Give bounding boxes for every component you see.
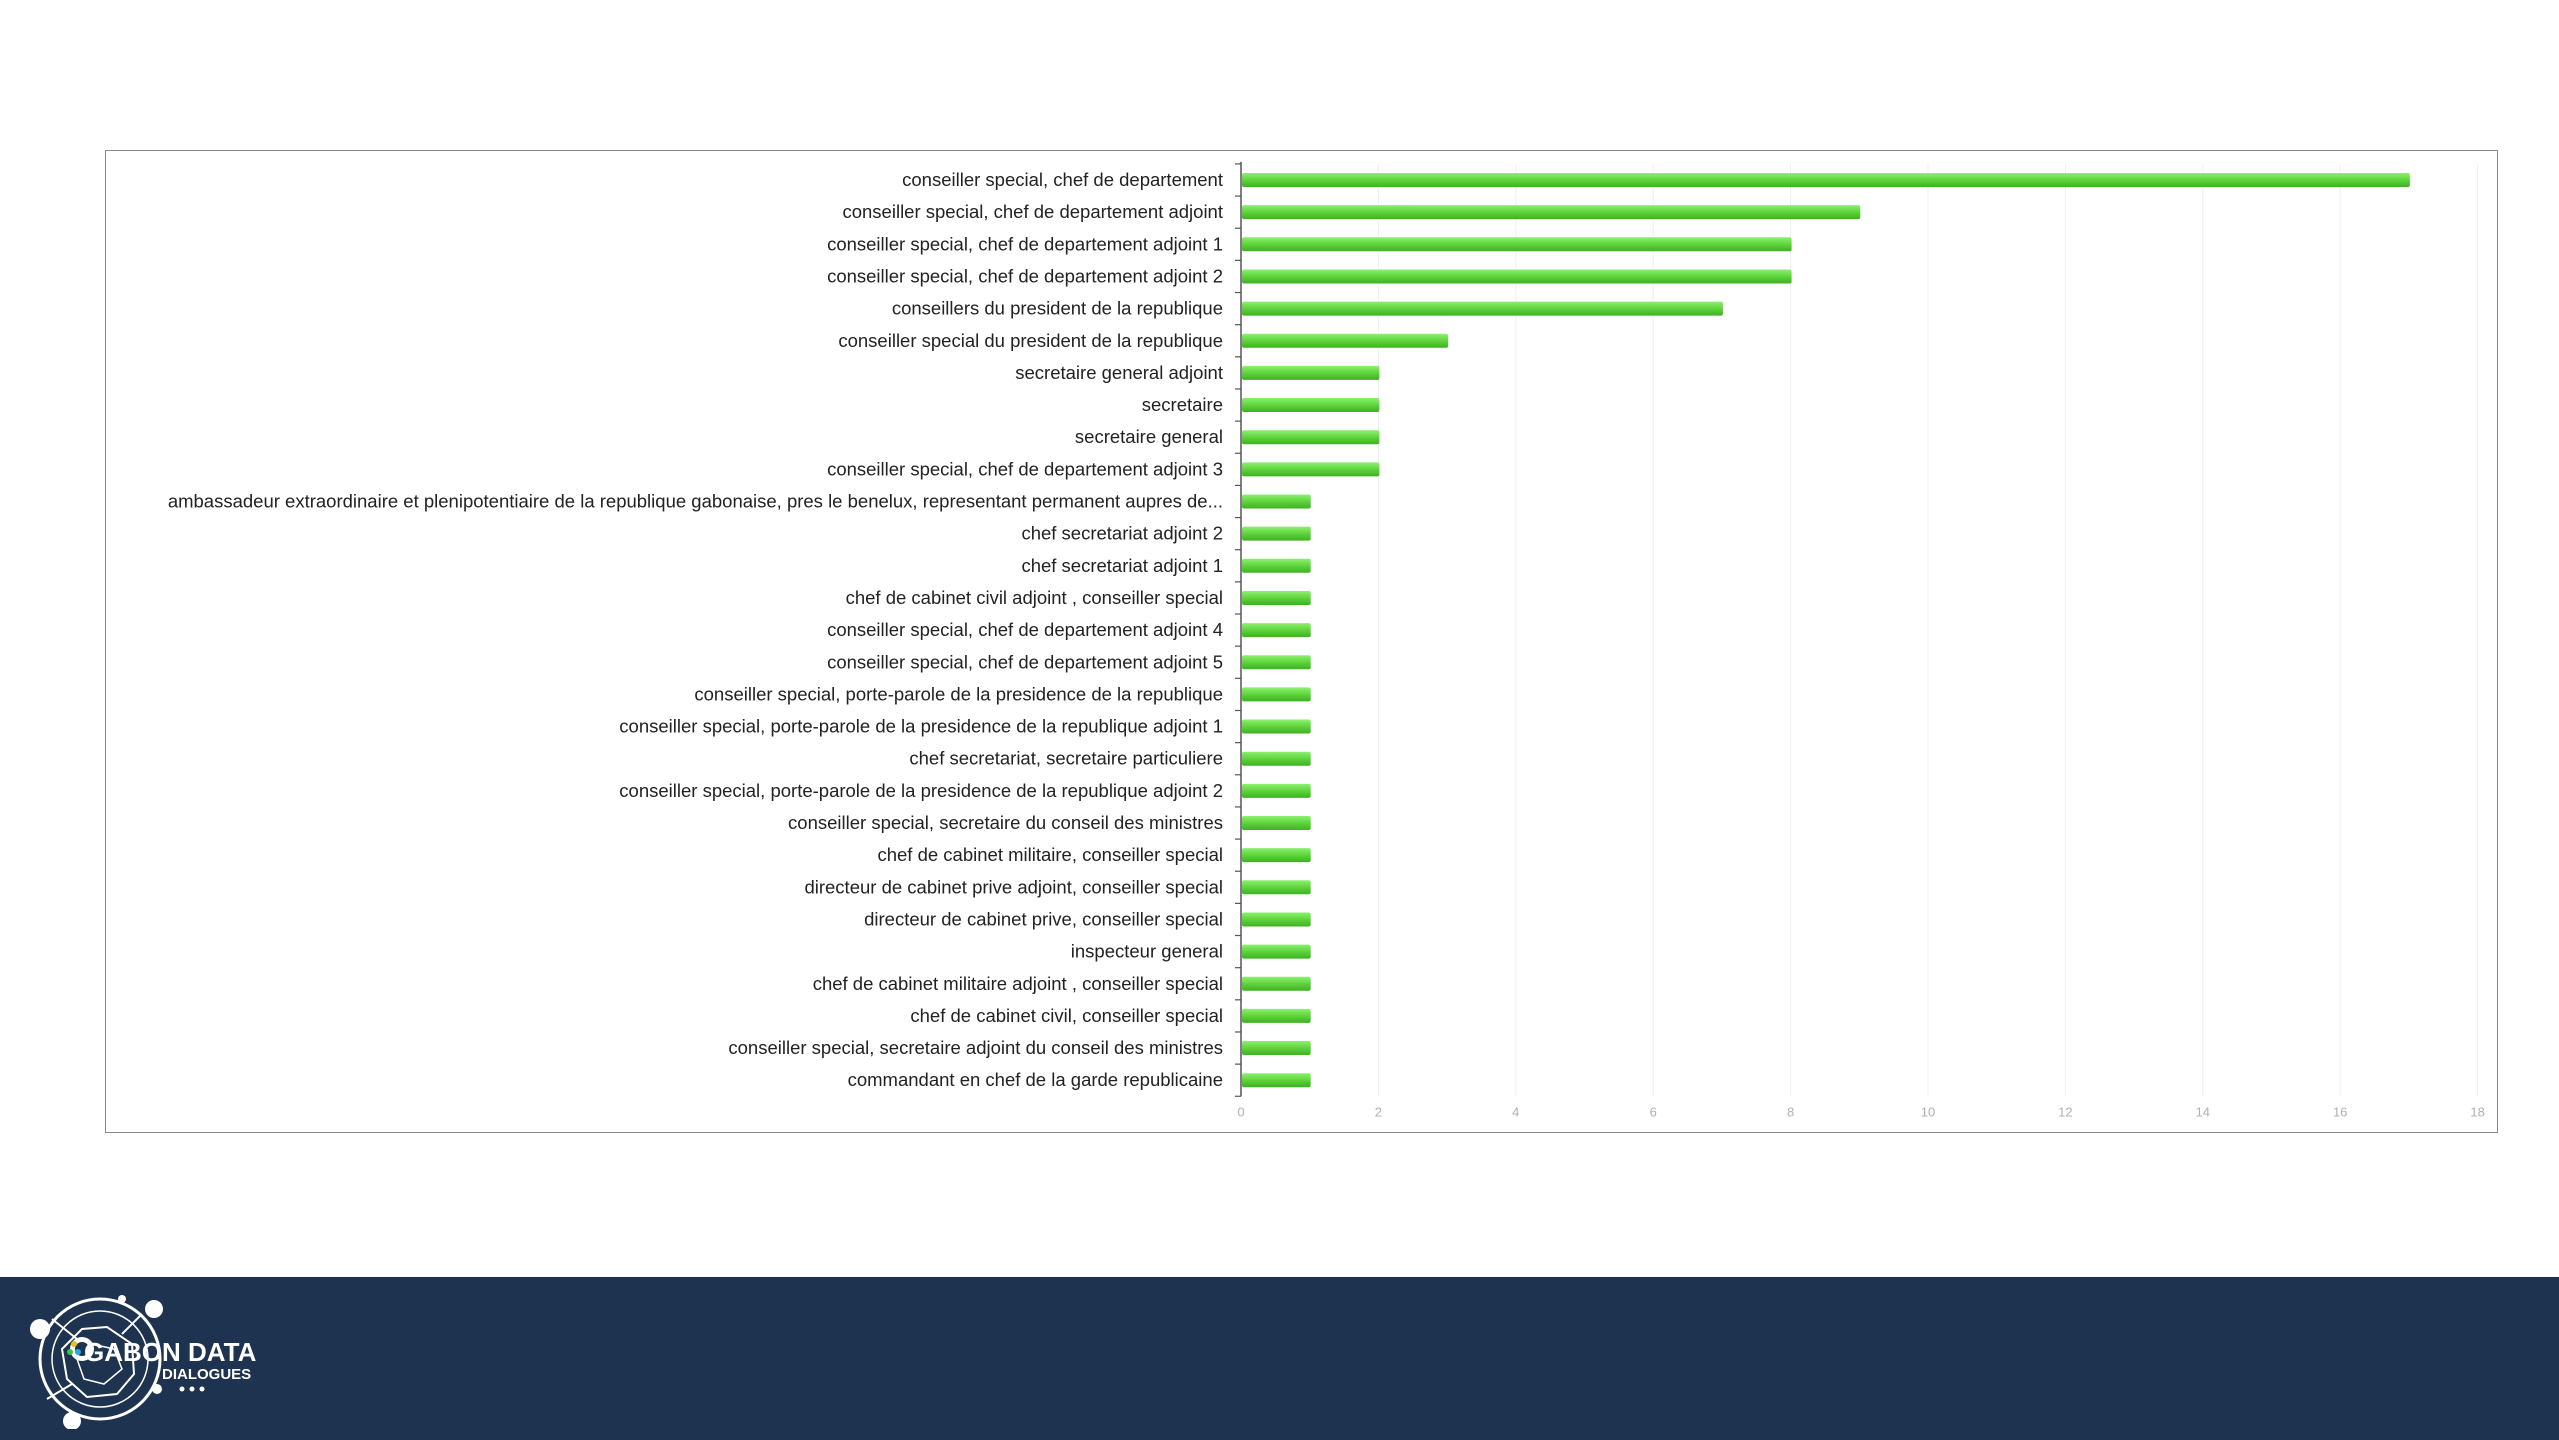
- category-label-11: chef secretariat adjoint 2: [1021, 523, 1223, 544]
- bar-14: [1242, 623, 1311, 638]
- category-label-24: inspecteur general: [1071, 941, 1223, 962]
- bar-5: [1242, 333, 1449, 348]
- bar-10: [1242, 494, 1311, 509]
- bar-25: [1242, 976, 1311, 991]
- logo-dots: [179, 1386, 205, 1392]
- category-label-18: chef secretariat, secretaire particulier…: [909, 748, 1223, 769]
- logo-title: GABON DATA: [84, 1337, 257, 1367]
- category-label-15: conseiller special, chef de departement …: [827, 651, 1223, 672]
- category-label-26: chef de cabinet civil, conseiller specia…: [910, 1005, 1223, 1026]
- category-label-6: secretaire general adjoint: [1015, 362, 1223, 383]
- bar-21: [1242, 848, 1311, 863]
- logo-nodes: [30, 1295, 163, 1429]
- category-label-23: directeur de cabinet prive, conseiller s…: [864, 908, 1223, 929]
- bar-27: [1242, 1041, 1311, 1056]
- category-label-2: conseiller special, chef de departement …: [827, 233, 1223, 254]
- bar-3: [1242, 269, 1792, 284]
- category-label-22: directeur de cabinet prive adjoint, cons…: [804, 876, 1223, 897]
- x-tick-labels: 0 2 4 6 8 10 12 14 16 18: [1237, 1104, 2484, 1119]
- category-label-1: conseiller special, chef de departement …: [842, 201, 1223, 222]
- logo-subtitle: DIALOGUES: [162, 1366, 251, 1383]
- category-label-7: secretaire: [1142, 394, 1223, 415]
- category-label-0: conseiller special, chef de departement: [902, 169, 1223, 190]
- category-label-16: conseiller special, porte-parole de la p…: [694, 683, 1223, 704]
- logo-globe-icon: [38, 1297, 162, 1421]
- category-label-14: conseiller special, chef de departement …: [827, 619, 1223, 640]
- bar-23: [1242, 912, 1311, 927]
- x-tick-label-4: 4: [1512, 1104, 1519, 1119]
- bar-22: [1242, 880, 1311, 895]
- category-label-4: conseillers du president de la republiqu…: [892, 298, 1223, 319]
- x-tick-label-8: 8: [1787, 1104, 1794, 1119]
- x-tick-label-16: 16: [2333, 1104, 2347, 1119]
- category-label-13: chef de cabinet civil adjoint , conseill…: [846, 587, 1223, 608]
- bar-26: [1242, 1008, 1311, 1023]
- bar-7: [1242, 398, 1380, 413]
- chart-frame: conseiller special, chef de departement c…: [105, 150, 2498, 1133]
- category-label-5: conseiller special du president de la re…: [838, 330, 1223, 351]
- bar-12: [1242, 558, 1311, 573]
- bar-13: [1242, 590, 1311, 605]
- x-tick-label-14: 14: [2196, 1104, 2210, 1119]
- bar-chart: conseiller special, chef de departement c…: [168, 161, 2485, 1119]
- footer-band: GABON DATA DIALOGUES: [0, 1277, 2559, 1440]
- category-label-12: chef secretariat adjoint 1: [1021, 555, 1223, 576]
- x-tick-label-2: 2: [1375, 1104, 1382, 1119]
- bar-24: [1242, 944, 1311, 959]
- bar-4: [1242, 301, 1723, 316]
- bar-17: [1242, 719, 1311, 734]
- bar-28: [1242, 1073, 1311, 1088]
- bars: [1242, 173, 2410, 1088]
- x-tick-label-6: 6: [1650, 1104, 1657, 1119]
- category-label-3: conseiller special, chef de departement …: [827, 265, 1223, 286]
- gabon-data-dialogues-logo: GABON DATA DIALOGUES: [30, 1295, 257, 1429]
- bar-0: [1242, 173, 2410, 187]
- bar-20: [1242, 816, 1311, 830]
- bar-11: [1242, 526, 1311, 541]
- bar-2: [1242, 237, 1792, 252]
- bar-8: [1242, 430, 1380, 445]
- category-label-19: conseiller special, porte-parole de la p…: [619, 780, 1223, 801]
- bar-15: [1242, 655, 1311, 670]
- x-tick-label-10: 10: [1921, 1104, 1935, 1119]
- category-label-8: secretaire general: [1075, 426, 1223, 447]
- category-label-25: chef de cabinet militaire adjoint , cons…: [813, 973, 1223, 994]
- category-label-27: conseiller special, secretaire adjoint d…: [728, 1037, 1223, 1058]
- gridlines: [1377, 163, 2479, 1097]
- x-tick-label-18: 18: [2470, 1104, 2484, 1119]
- category-label-9: conseiller special, chef de departement …: [827, 458, 1223, 479]
- bar-1: [1242, 205, 1861, 220]
- category-labels: conseiller special, chef de departement c…: [168, 169, 1223, 1090]
- category-label-17: conseiller special, porte-parole de la p…: [619, 716, 1223, 737]
- category-label-21: chef de cabinet militaire, conseiller sp…: [877, 844, 1223, 865]
- bar-6: [1242, 365, 1380, 380]
- x-tick-label-0: 0: [1237, 1104, 1244, 1119]
- category-label-20: conseiller special, secretaire du consei…: [788, 812, 1223, 833]
- x-tick-label-12: 12: [2058, 1104, 2072, 1119]
- bar-18: [1242, 751, 1311, 766]
- bar-9: [1242, 462, 1380, 477]
- y-axis: [1235, 161, 1242, 1097]
- category-label-28: commandant en chef de la garde republica…: [848, 1069, 1223, 1090]
- bar-16: [1242, 687, 1311, 702]
- bar-19: [1242, 783, 1311, 798]
- category-label-10: ambassadeur extraordinaire et plenipoten…: [168, 491, 1223, 512]
